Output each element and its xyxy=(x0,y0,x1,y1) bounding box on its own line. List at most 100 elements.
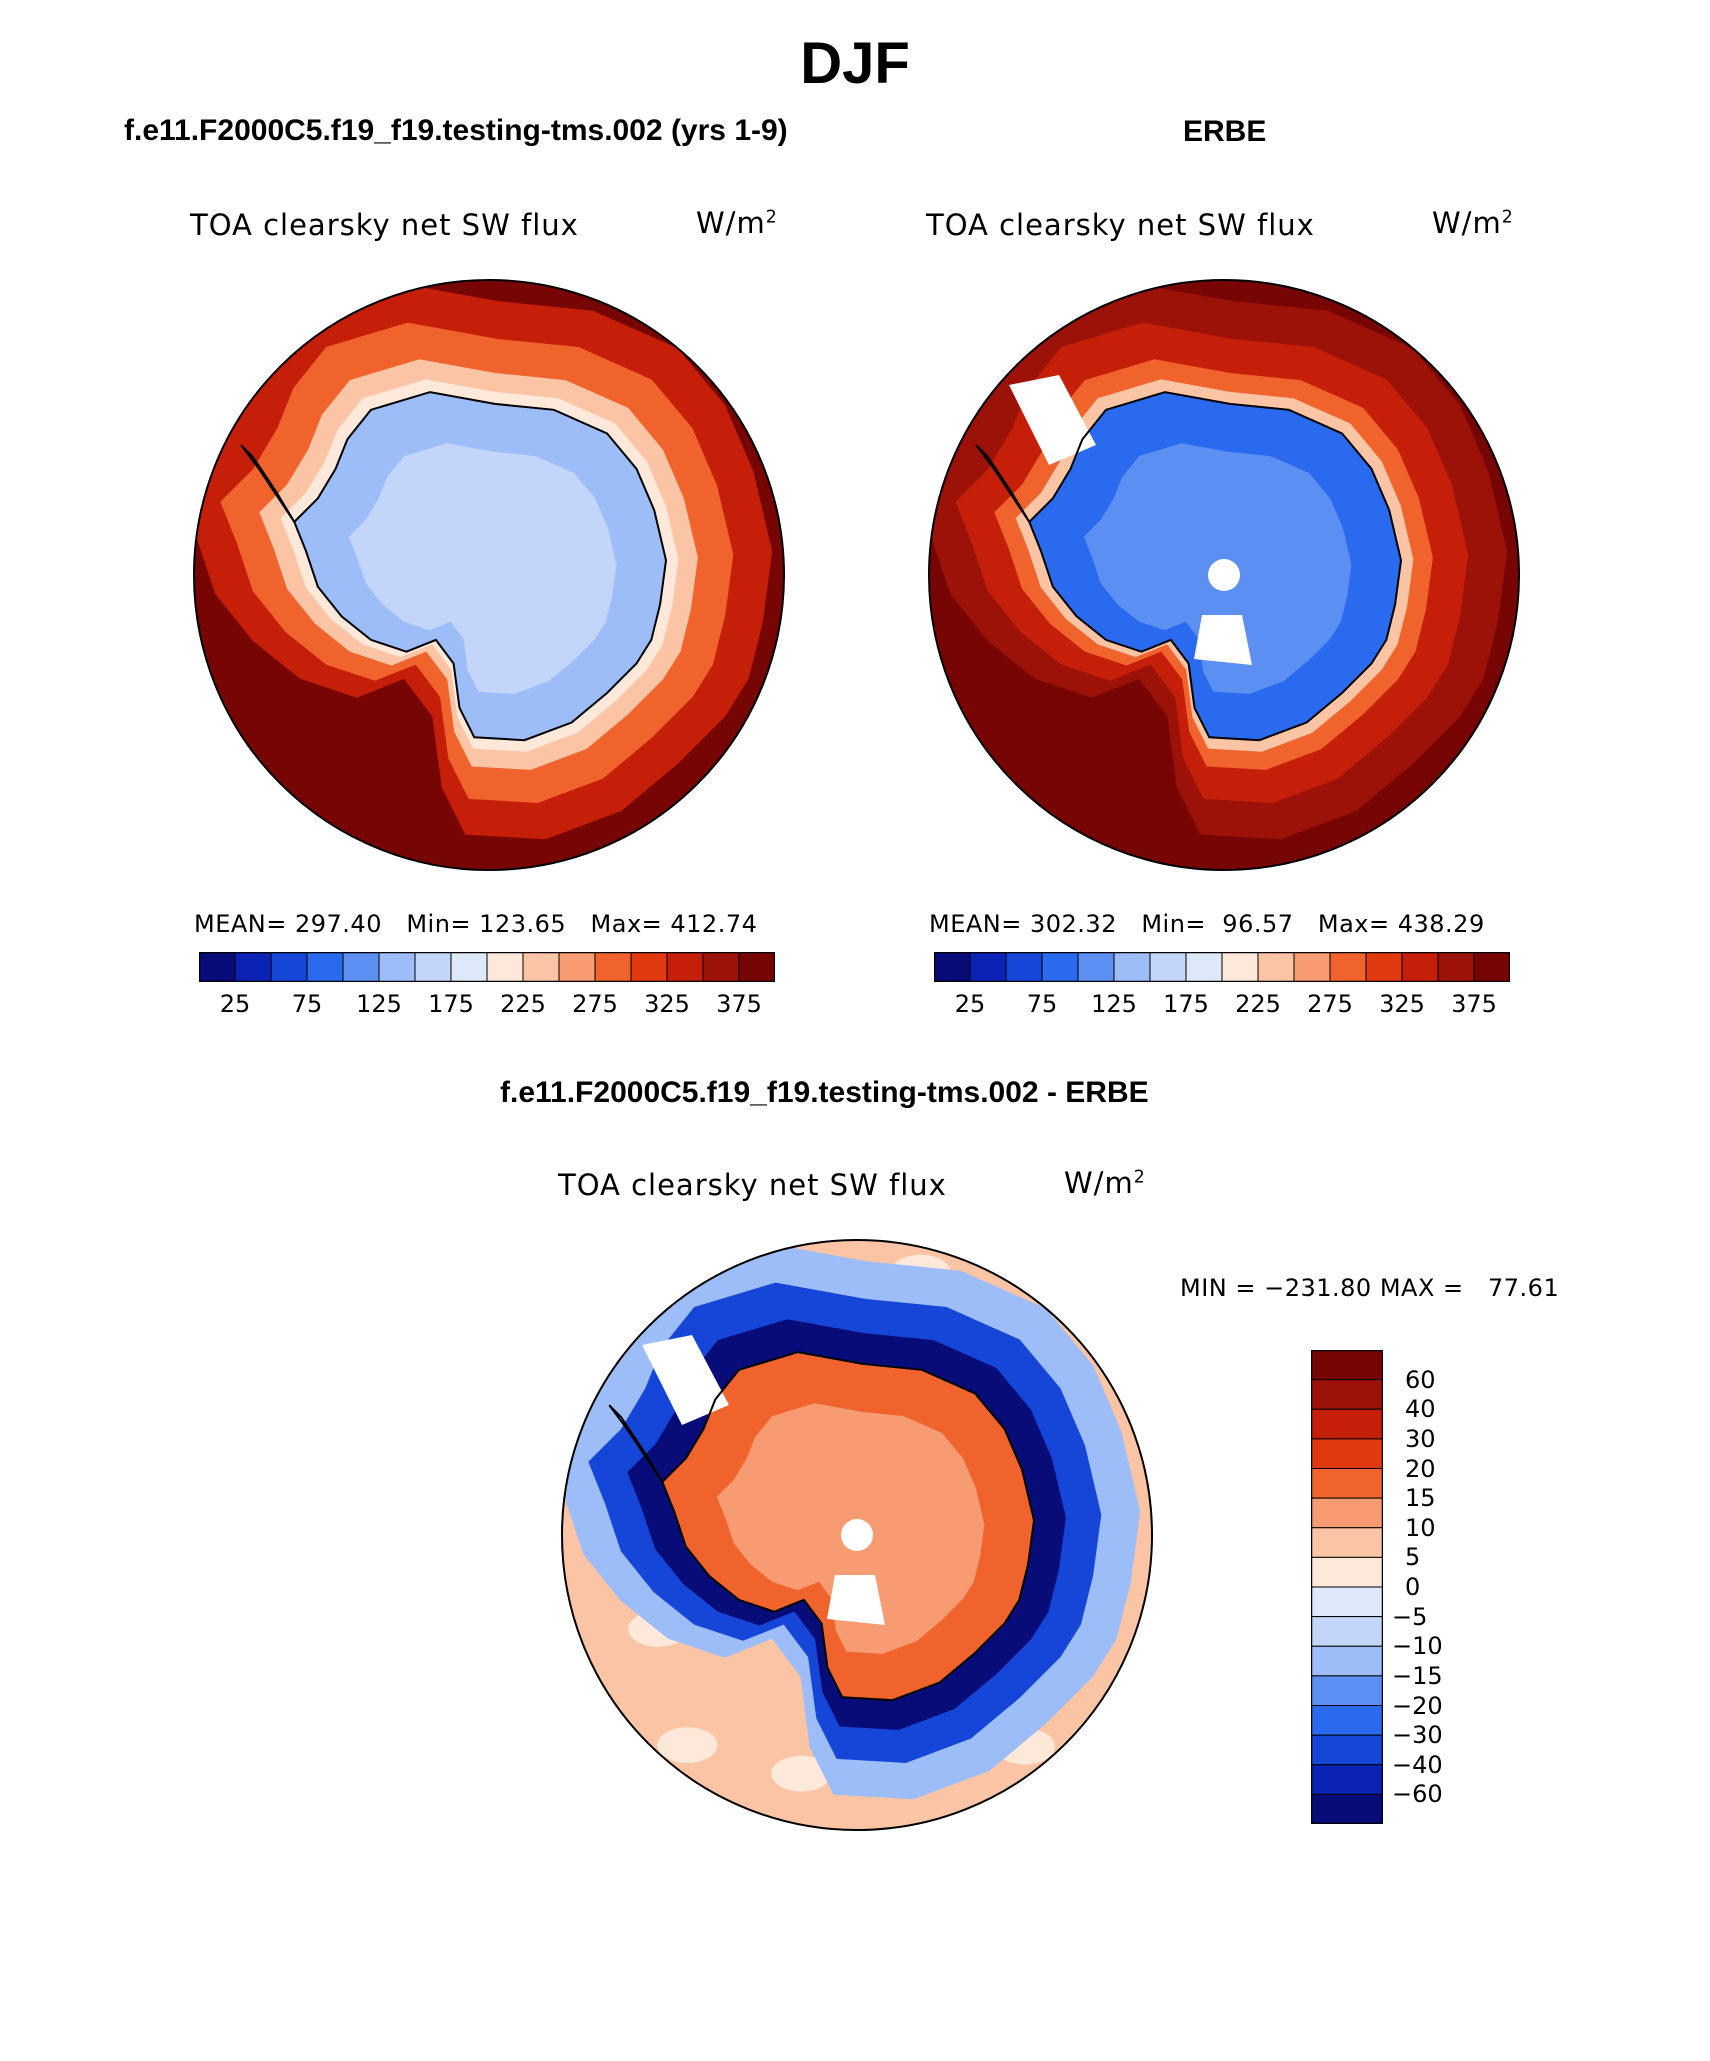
colorbar-swatch xyxy=(450,952,488,982)
colorbar-swatch xyxy=(630,952,668,982)
colorbar-tick-label: 40 xyxy=(1405,1395,1436,1424)
colorbar-swatch xyxy=(1311,1556,1383,1588)
colorbar-tick-label: −20 xyxy=(1392,1691,1443,1720)
panel1-polar-map xyxy=(193,279,785,871)
colorbar-swatch xyxy=(594,952,632,982)
colorbar-swatch xyxy=(1185,952,1223,982)
panel2-units-exp: 2 xyxy=(1501,207,1514,228)
colorbar-tick-label: 25 xyxy=(219,990,251,1018)
colorbar-tick-label: −30 xyxy=(1392,1721,1443,1750)
colorbar-swatch xyxy=(558,952,596,982)
colorbar-swatch xyxy=(934,952,971,982)
colorbar-tick-label: −40 xyxy=(1392,1750,1443,1779)
colorbar-swatch xyxy=(1311,1764,1383,1795)
panel3-colorbar xyxy=(1311,1350,1383,1824)
missing-data-region xyxy=(827,1575,885,1625)
map-boundary xyxy=(561,1239,1153,1831)
colorbar-tick-label: −60 xyxy=(1392,1780,1443,1809)
colorbar-swatch xyxy=(1257,952,1295,982)
colorbar-swatch xyxy=(1311,1468,1383,1499)
panel2-colorbar-labels: 25 75 125 175 225 275 325 375 xyxy=(934,990,1510,1020)
missing-data-region xyxy=(1194,615,1252,665)
colorbar-swatch xyxy=(1473,952,1510,982)
coastline-peninsula xyxy=(608,1404,664,1483)
colorbar-swatch xyxy=(1329,952,1367,982)
colorbar-swatch xyxy=(1311,1734,1383,1766)
coastline-peninsula xyxy=(975,444,1031,523)
colorbar-swatch xyxy=(1311,1793,1383,1824)
colorbar-swatch xyxy=(1365,952,1403,982)
panel2-polar-map xyxy=(928,279,1520,871)
colorbar-tick-label: 60 xyxy=(1405,1365,1436,1394)
colorbar-swatch xyxy=(1311,1497,1383,1529)
colorbar-frame xyxy=(1311,1350,1383,1824)
colorbar-swatch xyxy=(666,952,704,982)
colorbar-tick-label: 125 xyxy=(1091,990,1137,1018)
colorbar-tick-label: 15 xyxy=(1405,1484,1436,1513)
panel1-stats: MEAN= 297.40 Min= 123.65 Max= 412.74 xyxy=(194,910,758,938)
colorbar-swatch xyxy=(486,952,524,982)
page-title: DJF xyxy=(800,31,910,96)
colorbar-tick-label: 0 xyxy=(1405,1573,1421,1601)
colorbar-tick-label: −10 xyxy=(1392,1632,1443,1661)
coastline xyxy=(293,391,668,742)
colorbar-tick-label: 325 xyxy=(644,990,690,1018)
missing-data-pole xyxy=(841,1519,873,1551)
colorbar-swatch xyxy=(234,952,272,982)
panel2-title: ERBE xyxy=(1183,115,1267,148)
colorbar-swatch xyxy=(199,952,236,982)
panel3-units-base: W/m xyxy=(1064,1166,1134,1200)
colorbar-tick-label: 5 xyxy=(1405,1543,1421,1572)
colorbar-swatch xyxy=(378,952,416,982)
colorbar-tick-label: 275 xyxy=(1307,990,1353,1018)
panel1-colorbar-labels: 25 75 125 175 225 275 325 375 xyxy=(199,990,775,1020)
colorbar-tick-label: 25 xyxy=(954,990,986,1018)
colorbar-swatch xyxy=(1311,1438,1383,1469)
ocean-patch xyxy=(771,1755,832,1792)
continent-interior-field xyxy=(348,443,617,694)
panel2-colorbar xyxy=(934,952,1510,982)
colorbar-swatch xyxy=(1293,952,1331,982)
colorbar-swatch xyxy=(1401,952,1439,982)
coastline xyxy=(661,1351,1036,1702)
missing-data-region xyxy=(642,1335,729,1425)
panel2-units: W/m2 xyxy=(1432,206,1514,240)
colorbar-swatch xyxy=(1311,1586,1383,1618)
colorbar-swatch xyxy=(306,952,344,982)
panel2-variable-label: TOA clearsky net SW flux xyxy=(926,208,1315,242)
panel1-variable-label: TOA clearsky net SW flux xyxy=(190,208,579,242)
colorbar-swatch xyxy=(738,952,775,982)
colorbar-tick-label: 125 xyxy=(356,990,402,1018)
colorbar-swatch xyxy=(1077,952,1115,982)
coastline-peninsula xyxy=(240,444,296,523)
coastline xyxy=(1028,391,1403,742)
colorbar-tick-label: 10 xyxy=(1405,1513,1436,1542)
colorbar-tick-label: 225 xyxy=(1235,990,1281,1018)
panel1-title: f.e11.F2000C5.f19_f19.testing-tms.002 (y… xyxy=(124,114,788,147)
colorbar-swatch xyxy=(1005,952,1043,982)
colorbar-tick-label: 375 xyxy=(716,990,762,1018)
colorbar-swatch xyxy=(1149,952,1187,982)
colorbar-tick-label: 175 xyxy=(428,990,474,1018)
colorbar-swatch xyxy=(270,952,308,982)
colorbar-tick-label: 375 xyxy=(1451,990,1497,1018)
colorbar-frame xyxy=(934,952,1510,982)
colorbar-tick-label: 225 xyxy=(500,990,546,1018)
panel1-colorbar xyxy=(199,952,775,982)
panel3-polar-map xyxy=(561,1239,1153,1831)
map-boundary xyxy=(928,279,1520,871)
colorbar-tick-label: 20 xyxy=(1405,1454,1436,1483)
panel3-colorbar-labels: 60 40 30 20 15 10 5 0 −5 −10 −15 −20 −30 −40 −60 xyxy=(1392,1350,1512,1824)
panel3-variable-label: TOA clearsky net SW flux xyxy=(558,1168,947,1202)
panel1-units-exp: 2 xyxy=(765,207,778,228)
colorbar-swatch xyxy=(414,952,452,982)
colorbar-swatch xyxy=(969,952,1007,982)
colorbar-swatch xyxy=(1041,952,1079,982)
colorbar-swatch xyxy=(1311,1527,1383,1558)
ocean-patch xyxy=(657,1727,718,1764)
colorbar-swatch xyxy=(1113,952,1151,982)
map-boundary xyxy=(193,279,785,871)
colorbar-tick-label: 275 xyxy=(572,990,618,1018)
panel3-units: W/m2 xyxy=(1064,1166,1146,1200)
panel2-units-base: W/m xyxy=(1432,206,1502,240)
